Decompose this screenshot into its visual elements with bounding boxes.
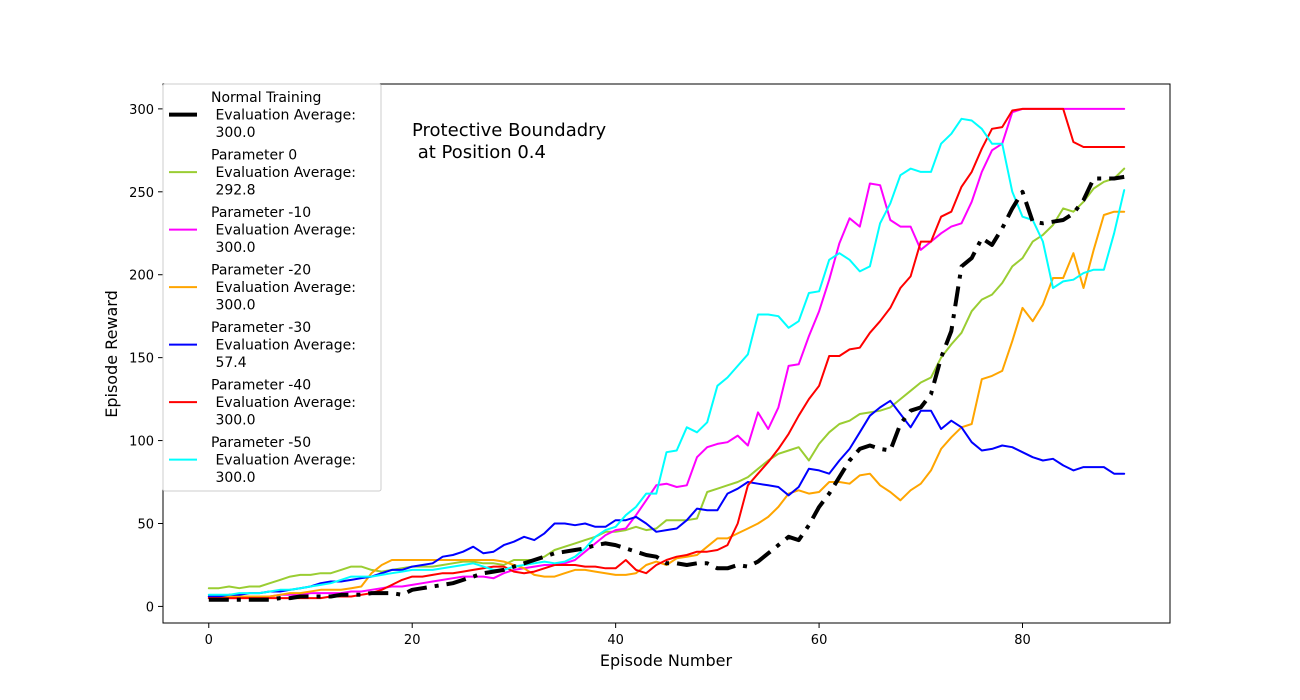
x-axis-title: Episode Number xyxy=(600,651,733,670)
series-line-0 xyxy=(208,174,1125,602)
y-tick-label: 0 xyxy=(146,600,154,615)
series-line-6 xyxy=(207,117,1126,596)
legend-label-6: Parameter -50 Evaluation Average: 300.0 xyxy=(211,435,356,486)
y-tick-label: 250 xyxy=(129,186,154,201)
annotation-line-2: at Position 0.4 xyxy=(412,142,546,163)
legend-label-3: Parameter -20 Evaluation Average: 300.0 xyxy=(211,263,356,314)
y-tick-label: 100 xyxy=(129,435,154,450)
y-tick-label: 50 xyxy=(137,517,154,532)
y-tick-label: 300 xyxy=(129,103,154,118)
y-tick-label: 150 xyxy=(129,352,154,367)
y-axis-title: Episode Reward xyxy=(102,290,121,418)
legend-label-4: Parameter -30 Evaluation Average: 57.4 xyxy=(211,320,356,371)
legend-label-2: Parameter -10 Evaluation Average: 300.0 xyxy=(211,205,356,256)
x-axis: 0 20 40 60 80 xyxy=(205,623,1031,648)
legend: Normal Training Evaluation Average: 300.… xyxy=(162,83,382,492)
legend-label-0: Normal Training Evaluation Average: 300.… xyxy=(211,90,356,141)
series-layer xyxy=(207,107,1126,602)
annotation-line-1: Protective Boundadry xyxy=(412,120,607,141)
y-tick-label: 200 xyxy=(129,269,154,284)
x-tick-label: 0 xyxy=(205,633,213,648)
legend-box xyxy=(162,83,382,492)
series-line-2 xyxy=(207,107,1126,600)
x-tick-label: 80 xyxy=(1014,633,1031,648)
x-tick-label: 60 xyxy=(811,633,828,648)
legend-label-1: Parameter 0 Evaluation Average: 292.8 xyxy=(211,148,356,199)
series-line-5 xyxy=(207,107,1126,600)
legend-label-5: Parameter -40 Evaluation Average: 300.0 xyxy=(211,378,356,429)
series-line-4 xyxy=(207,399,1126,598)
chart-annotation: Protective Boundadry at Position 0.4 xyxy=(412,120,612,163)
series-line-1 xyxy=(207,167,1126,590)
x-tick-label: 20 xyxy=(404,633,421,648)
x-tick-label: 40 xyxy=(607,633,624,648)
y-axis: 0 50 100 150 200 250 300 xyxy=(129,103,163,615)
